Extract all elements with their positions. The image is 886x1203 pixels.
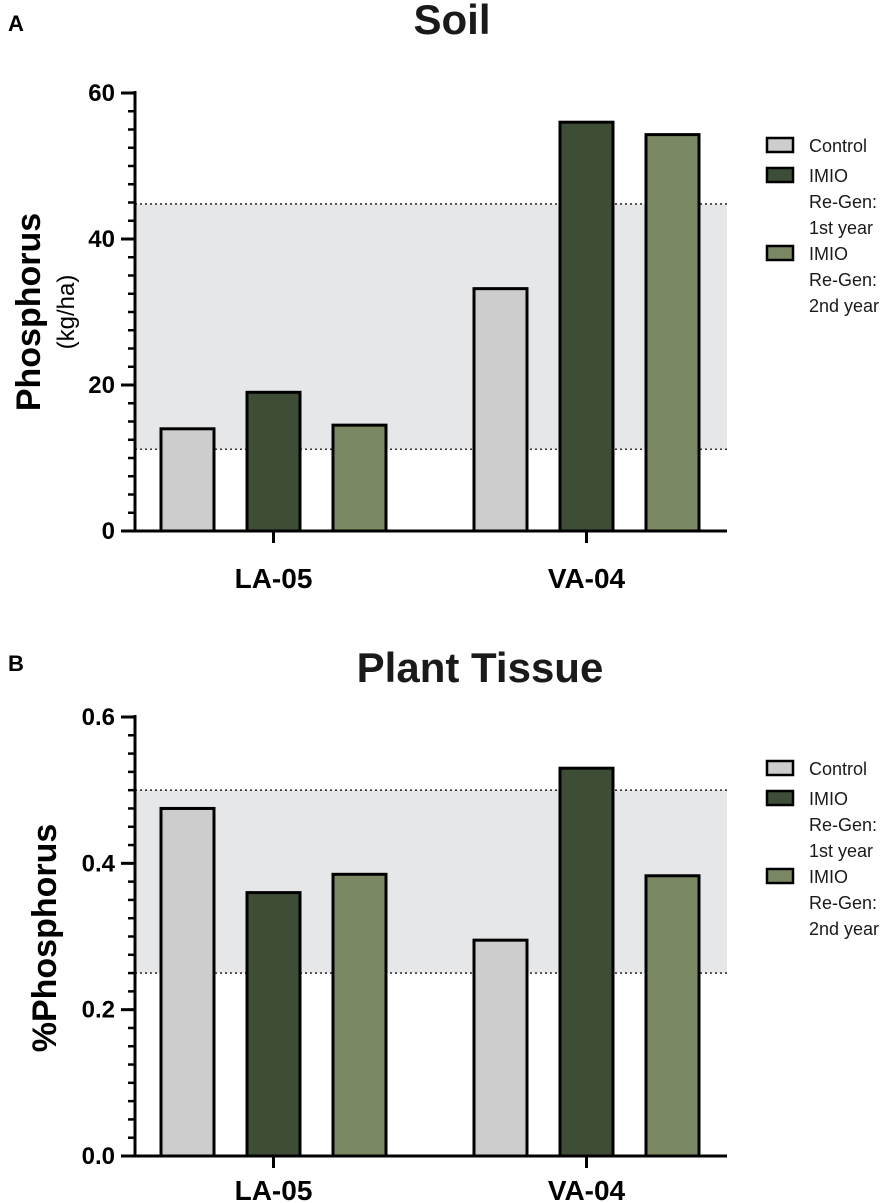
- soil-legend-swatch: [765, 166, 795, 184]
- plant-tissue-x-tick-label: LA-05: [235, 1175, 313, 1203]
- plant-tissue-legend: Control IMIO Re-Gen: 1st year IMIO Re-Gen: 2nd…: [765, 759, 879, 939]
- soil-y-axis-unit: (kg/ha): [53, 275, 80, 350]
- soil-bar-la-05-series-1: [159, 427, 216, 533]
- soil-reference-band: [135, 203, 727, 450]
- soil-legend-swatch: [765, 244, 795, 262]
- plant-tissue-legend-swatch: [765, 867, 795, 885]
- soil-legend-label: 2nd year: [809, 296, 879, 316]
- soil-legend-swatch: [765, 136, 795, 154]
- soil-y-axis-label: Phosphorus: [10, 213, 48, 411]
- plant-tissue-legend-label: 2nd year: [809, 919, 879, 939]
- plant-tissue-chart-panel: B Plant Tissue %Phosphorus 0.0 0.2 0.4 0.6 L…: [8, 644, 879, 1203]
- plant-tissue-x-tick-label: VA-04: [548, 1175, 626, 1203]
- plant-tissue-legend-label: 1st year: [809, 841, 873, 861]
- soil-bar-va-04-series-3: [644, 133, 701, 533]
- plant-tissue-plot-area: 0.0 0.2 0.4 0.6 LA-05 VA-04 Control IMIO Re-Gen:…: [82, 704, 879, 1203]
- plant-tissue-y-tick-label: 0.6: [82, 704, 115, 731]
- plant-tissue-y-tick-label: 0.2: [82, 997, 115, 1024]
- plant-tissue-legend-label: Control: [809, 759, 867, 779]
- plant-tissue-legend-swatch: [765, 759, 795, 777]
- soil-y-tick-label: 40: [88, 226, 115, 253]
- soil-legend-label: IMIO: [809, 244, 848, 264]
- soil-legend: Control IMIO Re-Gen: 1st year IMIO Re-Gen: 2nd…: [765, 136, 879, 316]
- soil-bar-la-05-series-3: [331, 423, 388, 533]
- plant-tissue-bar-va-04-series-2: [558, 766, 615, 1158]
- soil-legend-label: Control: [809, 136, 867, 156]
- plant-tissue-bar-la-05-series-1: [159, 806, 216, 1158]
- plant-tissue-legend-label: IMIO: [809, 867, 848, 887]
- soil-bar-va-04-series-1: [472, 287, 529, 533]
- soil-legend-label: Re-Gen:: [809, 270, 877, 290]
- plant-tissue-legend-label: IMIO: [809, 789, 848, 809]
- panel-letter-a: A: [8, 11, 24, 36]
- plant-tissue-legend-label: Re-Gen:: [809, 893, 877, 913]
- plant-tissue-bar-la-05-series-3: [331, 872, 388, 1158]
- plant-tissue-reference-band: [135, 790, 727, 974]
- plant-tissue-legend-swatch: [765, 789, 795, 807]
- soil-chart-title: Soil: [413, 0, 490, 43]
- plant-tissue-bar-va-04-series-1: [472, 938, 529, 1158]
- soil-bar-va-04-series-2: [558, 120, 615, 533]
- plant-tissue-chart-title: Plant Tissue: [357, 644, 604, 691]
- soil-legend-label: 1st year: [809, 218, 873, 238]
- soil-legend-label: IMIO: [809, 166, 848, 186]
- plant-tissue-y-tick-label: 0.4: [82, 850, 116, 877]
- plant-tissue-y-tick-label: 0.0: [82, 1143, 115, 1170]
- soil-y-tick-label: 20: [88, 372, 115, 399]
- soil-y-tick-label: 60: [88, 80, 115, 107]
- panel-letter-b: B: [8, 651, 24, 676]
- soil-bar-la-05-series-2: [245, 390, 302, 533]
- soil-legend-label: Re-Gen:: [809, 192, 877, 212]
- soil-x-tick-label: VA-04: [548, 563, 626, 594]
- plant-tissue-bar-va-04-series-3: [644, 874, 701, 1158]
- plant-tissue-bar-la-05-series-2: [245, 891, 302, 1158]
- soil-x-tick-label: LA-05: [235, 563, 313, 594]
- soil-chart-panel: A Soil Phosphorus (kg/ha) 0 20 40 60 LA-05 VA…: [8, 0, 879, 594]
- plant-tissue-legend-label: Re-Gen:: [809, 815, 877, 835]
- plant-tissue-y-axis-label: %Phosphorus: [26, 824, 64, 1053]
- soil-y-tick-label: 0: [102, 518, 115, 545]
- soil-plot-area: 0 20 40 60 LA-05 VA-04 Control IMIO Re-Gen: 1st y…: [88, 80, 879, 594]
